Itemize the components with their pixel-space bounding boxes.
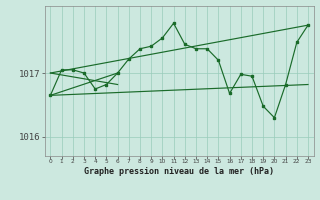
X-axis label: Graphe pression niveau de la mer (hPa): Graphe pression niveau de la mer (hPa) (84, 167, 274, 176)
